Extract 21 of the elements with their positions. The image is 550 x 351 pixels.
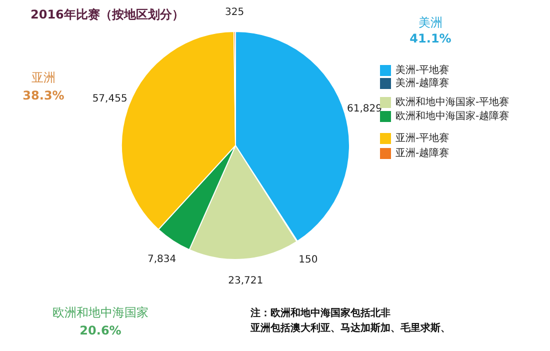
- data-label: 61,829: [347, 103, 382, 114]
- text: 欧洲和地中海国家: [52, 306, 148, 320]
- legend-label: 亚洲-越障赛: [396, 147, 450, 159]
- legend-label: 美洲-越障赛: [396, 77, 450, 89]
- legend-label: 欧洲和地中海国家-平地赛: [396, 96, 510, 108]
- text: 20.6%: [80, 324, 122, 338]
- chart-title: 2016年比赛（按地区划分）: [30, 8, 184, 22]
- data-label: 57,455: [92, 94, 128, 105]
- data-label: 325: [225, 6, 244, 18]
- data-label: 7,834: [148, 254, 176, 266]
- data-label: 23,721: [228, 276, 264, 287]
- data-label: 150: [298, 254, 318, 266]
- text: 注：欧洲和地中海国家包括北非: [250, 307, 390, 319]
- text: 亚洲包括澳大利亚、马达加斯加、毛里求斯、: [250, 322, 450, 334]
- text: 美洲: [418, 16, 442, 30]
- text: 亚洲: [32, 70, 56, 84]
- text: 41.1%: [410, 32, 452, 46]
- text: 38.3%: [22, 88, 64, 102]
- legend-label: 美洲-平地赛: [396, 64, 450, 76]
- legend-label: 欧洲和地中海国家-越障赛: [396, 110, 510, 122]
- legend-label: 亚洲-平地赛: [396, 132, 450, 144]
